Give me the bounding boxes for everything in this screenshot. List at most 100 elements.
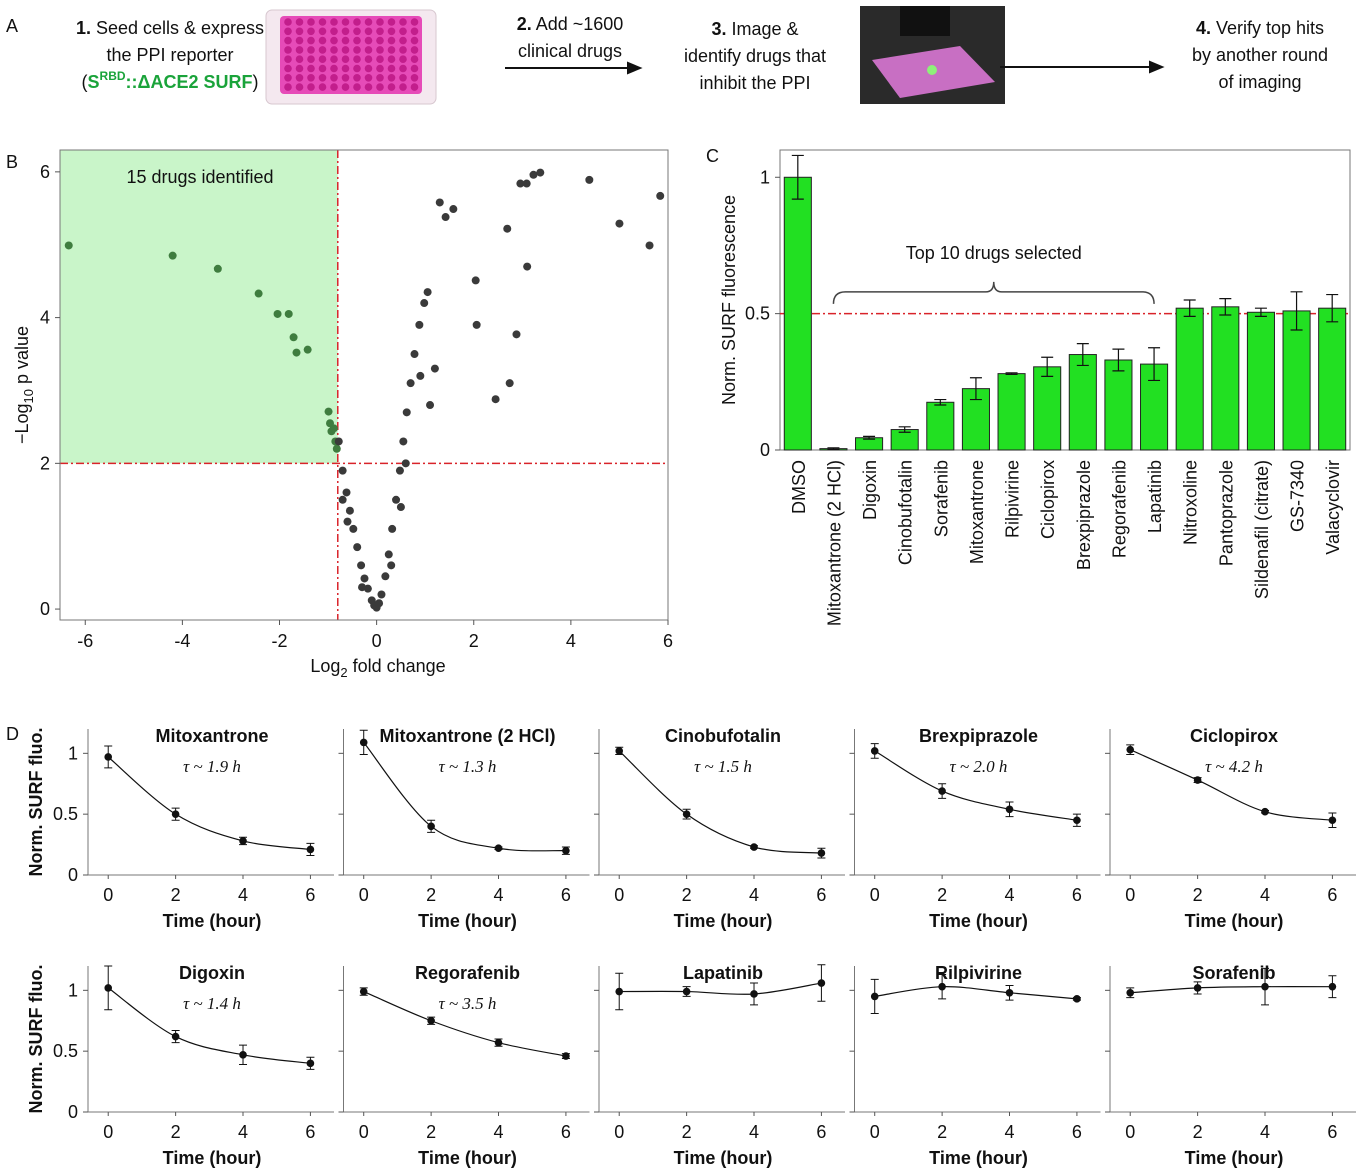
well <box>341 55 350 63</box>
well <box>307 74 315 82</box>
tau-label: τ ~ 1.3 h <box>439 757 497 776</box>
well <box>307 36 315 45</box>
x-tick-label: 0 <box>359 885 369 905</box>
x-tick-label: Mitoxantrone (2 HCl) <box>824 460 844 626</box>
step-line: of imaging <box>1218 72 1301 92</box>
fit-curve <box>619 982 822 995</box>
well <box>410 18 419 26</box>
error-bar <box>1219 298 1232 316</box>
well <box>364 64 373 73</box>
bar <box>1068 354 1097 451</box>
x-tick-label: Lapatinib <box>1145 460 1165 533</box>
well <box>376 46 384 54</box>
point <box>332 444 341 453</box>
error-bar <box>1005 372 1018 376</box>
well <box>295 64 304 73</box>
point <box>273 309 282 318</box>
point <box>562 1052 570 1060</box>
well <box>410 36 419 45</box>
x-tick-label: 6 <box>305 885 315 905</box>
point <box>289 333 298 342</box>
point <box>1005 988 1014 997</box>
well <box>376 18 384 26</box>
x-tick-label: Pantoprazole <box>1216 460 1236 566</box>
x-tick-label: 6 <box>561 885 571 905</box>
point <box>426 401 435 410</box>
point <box>334 437 343 446</box>
step-line: clinical drugs <box>518 41 622 61</box>
x-tick-label: 2 <box>426 885 436 905</box>
point <box>168 251 177 260</box>
x-tick-label: 6 <box>1072 885 1082 905</box>
annotation: Top 10 drugs selected <box>906 243 1082 263</box>
well <box>376 36 384 45</box>
axes <box>87 966 334 1113</box>
y-axis-label-part: p value <box>12 326 32 389</box>
bar <box>997 373 1026 451</box>
well <box>330 27 338 36</box>
reporter-paren: ) <box>252 72 258 92</box>
x-tick-label: 4 <box>749 1122 759 1142</box>
point <box>401 459 410 468</box>
point <box>870 747 879 755</box>
point <box>415 320 424 329</box>
well <box>353 74 361 82</box>
fit-curve <box>1130 985 1333 994</box>
well <box>307 83 315 91</box>
reporter-base: S <box>88 72 100 92</box>
well <box>399 18 407 26</box>
point <box>682 987 691 996</box>
point <box>338 466 347 475</box>
x-tick-label: Regorafenib <box>1109 460 1129 558</box>
point <box>342 488 351 497</box>
panel-label: B <box>6 152 18 172</box>
well <box>330 64 338 73</box>
step-line: by another round <box>1192 45 1328 65</box>
well <box>284 74 292 82</box>
plate-image <box>265 9 437 105</box>
well <box>318 18 327 26</box>
point <box>1328 816 1337 825</box>
x-axis-label-part: Log <box>310 656 340 676</box>
reporter-rest: ::ΔACE2 SURF <box>126 72 253 92</box>
x-tick-label: 0 <box>359 1122 369 1142</box>
bar <box>1104 359 1133 451</box>
well <box>410 55 419 63</box>
x-tick-label: 6 <box>1327 1122 1337 1142</box>
fit-curve <box>107 987 311 1064</box>
well <box>295 36 304 45</box>
well <box>318 83 327 91</box>
point <box>1073 995 1081 1003</box>
point <box>402 408 411 417</box>
well <box>330 83 338 91</box>
step-line: 4. Verify top hits <box>1196 18 1324 38</box>
x-tick-label: 4 <box>566 631 576 651</box>
tau-label: τ ~ 1.9 h <box>183 757 241 776</box>
x-axis-label: Time (hour) <box>929 911 1028 931</box>
well <box>341 74 350 82</box>
well <box>318 74 327 82</box>
point <box>512 330 521 339</box>
point <box>449 205 458 214</box>
point <box>505 379 514 388</box>
plot-frame <box>59 149 669 621</box>
x-tick-label: 0 <box>372 631 382 651</box>
panel-label: D <box>6 724 19 744</box>
well <box>318 46 327 54</box>
well <box>295 74 304 82</box>
point <box>343 517 352 526</box>
point <box>338 495 347 504</box>
well <box>330 55 338 63</box>
plot-title: Rilpivirine <box>935 963 1022 983</box>
point <box>377 590 386 599</box>
point <box>423 288 432 297</box>
error-bar <box>1254 307 1267 317</box>
point <box>360 574 369 583</box>
point <box>324 407 333 416</box>
x-tick-label: 6 <box>1327 885 1337 905</box>
x-axis-label: Time (hour) <box>163 911 262 931</box>
point <box>420 299 429 308</box>
x-tick-label: Nitroxoline <box>1181 460 1201 545</box>
